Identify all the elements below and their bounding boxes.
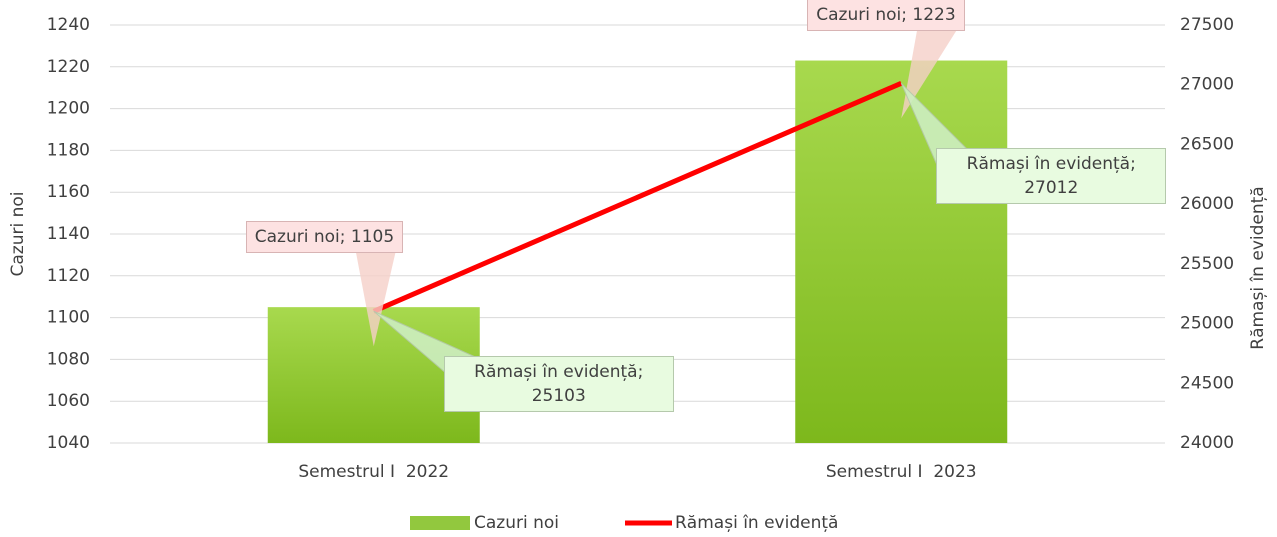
y2-tick-label: 27500 [1180, 15, 1234, 35]
y2-tick-label: 27000 [1180, 75, 1234, 95]
bar [795, 60, 1008, 443]
data-label: Cazuri noi; 1223 [807, 0, 965, 32]
y2-tick-label: 25500 [1180, 254, 1234, 274]
y-tick-label: 1240 [47, 15, 90, 35]
y-tick-label: 1160 [47, 182, 90, 202]
y-tick-label: 1140 [47, 224, 90, 244]
legend-label: Rămași în evidență [675, 513, 838, 533]
y-axis-title: Cazuri noi [8, 192, 28, 277]
callout-tail [901, 29, 958, 119]
data-label: Cazuri noi; 1105 [245, 221, 404, 254]
y2-tick-label: 24500 [1180, 373, 1234, 393]
data-label: Rămași în evidență; 27012 [936, 148, 1167, 205]
y-tick-label: 1100 [47, 308, 90, 328]
y-tick-label: 1220 [47, 57, 90, 77]
line [372, 80, 903, 314]
legend-label: Cazuri noi [474, 513, 559, 533]
y-tick-label: 1040 [47, 433, 90, 453]
y-tick-label: 1080 [47, 349, 90, 369]
y-tick-label: 1180 [47, 140, 90, 160]
x-tick-label: Semestrul I 2023 [826, 462, 977, 482]
data-label: Rămași în evidență; 25103 [443, 356, 674, 413]
y-tick-label: 1200 [47, 99, 90, 119]
y-tick-label: 1060 [47, 391, 90, 411]
x-tick-label: Semestrul I 2022 [298, 462, 449, 482]
y-tick-label: 1120 [47, 266, 90, 286]
y2-tick-label: 26500 [1180, 134, 1234, 154]
callout-tail [355, 251, 396, 347]
legend-swatch [410, 516, 470, 530]
y2-tick-label: 25000 [1180, 314, 1234, 334]
y2-tick-label: 24000 [1180, 433, 1234, 453]
y2-tick-label: 26000 [1180, 194, 1234, 214]
y2-axis-title: Rămași în evidență [1248, 186, 1268, 349]
